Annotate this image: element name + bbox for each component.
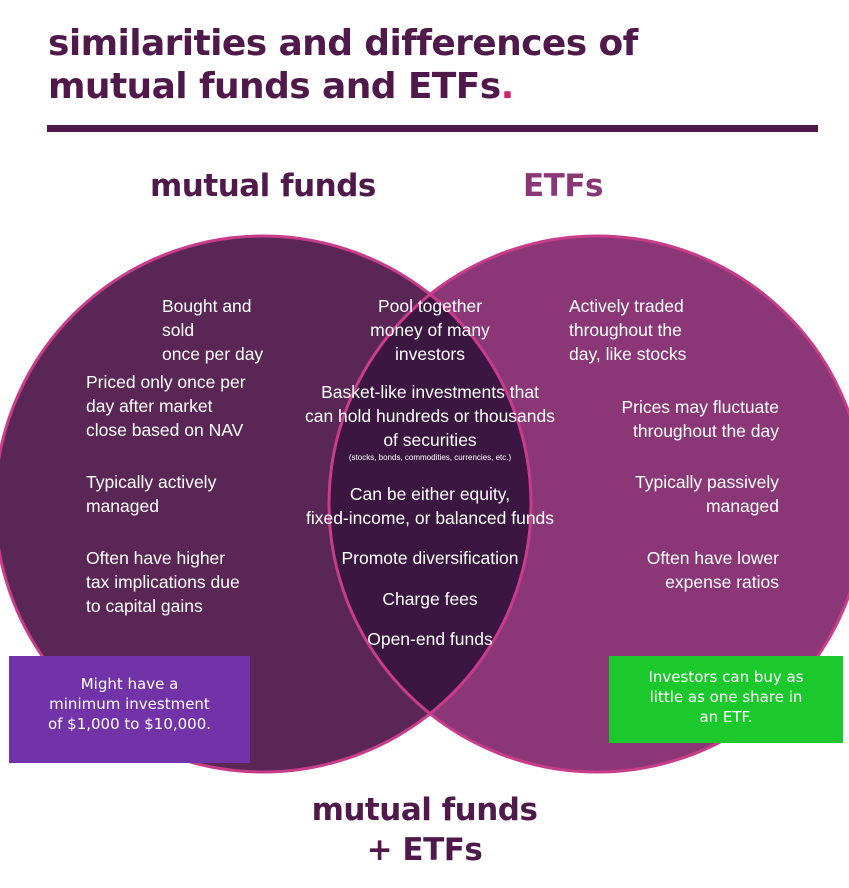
mutual-funds-trait: Typically actively managed [86,470,286,518]
mutual-funds-circle-outline [0,234,533,774]
overlap-heading-line-1: mutual funds [311,792,538,828]
etfs-heading: ETFs [523,168,603,204]
mutual-funds-callout-line: minimum investment [49,695,210,713]
etfs-callout-line: Investors can buy as [648,668,804,686]
mutual-funds-trait: Priced only once per day after market cl… [86,370,286,442]
securities-note: (stocks, bonds, commodities, currencies,… [348,453,512,462]
etfs-trait-line: Prices may fluctuate [621,397,779,417]
etfs-trait: Typically passively managed [569,470,779,518]
etfs-trait-line: Actively traded [569,296,684,316]
mutual-funds-trait-line: once per day [162,344,264,364]
shared-trait: Can be either equity, fixed-income, or b… [282,482,578,530]
shared-trait-line: investors [394,344,466,364]
mutual-funds-trait-line: Typically actively [86,472,217,492]
etfs-callout: Investors can buy as little as one share… [609,656,843,743]
etfs-trait-line: day, like stocks [569,344,687,364]
shared-trait: Charge fees [282,587,578,611]
mutual-funds-trait: Bought and sold once per day [86,294,286,366]
mutual-funds-callout: Might have a minimum investment of $1,00… [9,656,250,763]
etfs-trait-line: expense ratios [665,572,779,592]
shared-trait: Promote diversification [282,546,578,570]
etfs-trait: Often have lower expense ratios [569,546,779,594]
title-line-1: similarities and differences of [48,23,638,64]
etfs-trait: Actively traded throughout the day, like… [569,294,765,366]
mutual-funds-trait-line: day after market [86,396,213,416]
etfs-callout-line: little as one share in [649,688,803,706]
etfs-callout-line: an ETF. [699,708,753,726]
title-line-2: mutual funds and ETFs. [48,65,638,108]
mutual-funds-callout-line: Might have a [80,675,179,693]
shared-trait-line: Basket-like investments that [321,382,539,402]
shared-trait-line: money of many [370,320,490,340]
shared-trait-line: Promote diversification [341,548,519,568]
title-line-2-text: mutual funds and ETFs [48,66,501,107]
etfs-trait-line: throughout the [569,320,682,340]
mutual-funds-trait-line: tax implications due [86,572,240,592]
etfs-trait-line: Often have lower [646,548,779,568]
shared-trait-line: Charge fees [382,589,478,609]
shared-trait-line: fixed-income, or balanced funds [305,508,555,528]
mutual-funds-trait: Often have higher tax implications due t… [86,546,286,618]
mutual-funds-callout-line: of $1,000 to $10,000. [47,715,212,733]
etfs-trait: Prices may fluctuate throughout the day [569,395,779,443]
title-divider [47,125,818,132]
shared-trait-line: Pool together [377,296,483,316]
mutual-funds-trait-line: Often have higher [86,548,226,568]
page-title: similarities and differences of mutual f… [48,22,638,108]
etfs-circle-outline [327,234,849,774]
overlap-heading-line-2: + ETFs [366,832,483,868]
overlap-region [329,236,531,772]
mutual-funds-trait-line: Bought and sold [162,296,252,340]
shared-trait-line: Can be either equity, [349,484,511,504]
mutual-funds-trait-line: to capital gains [86,596,203,616]
shared-trait-line: can hold hundreds or thousands [304,406,556,426]
etfs-trait-line: throughout the day [633,421,779,441]
mutual-funds-trait-line: Priced only once per [86,372,246,392]
etfs-trait-line: managed [706,496,779,516]
shared-trait: Open-end funds [282,627,578,651]
overlap-heading: mutual funds + ETFs [0,790,849,870]
etfs-trait-line: Typically passively [635,472,779,492]
mutual-funds-heading: mutual funds [150,168,376,204]
shared-trait-line: of securities [383,430,477,450]
mutual-funds-trait-line: close based on NAV [86,420,244,440]
title-accent-dot: . [500,66,515,107]
mutual-funds-trait-line: managed [86,496,159,516]
shared-trait-line: Open-end funds [367,629,493,649]
shared-trait: Basket-like investments that can hold hu… [282,380,578,463]
shared-trait: Pool together money of many investors [282,294,578,366]
